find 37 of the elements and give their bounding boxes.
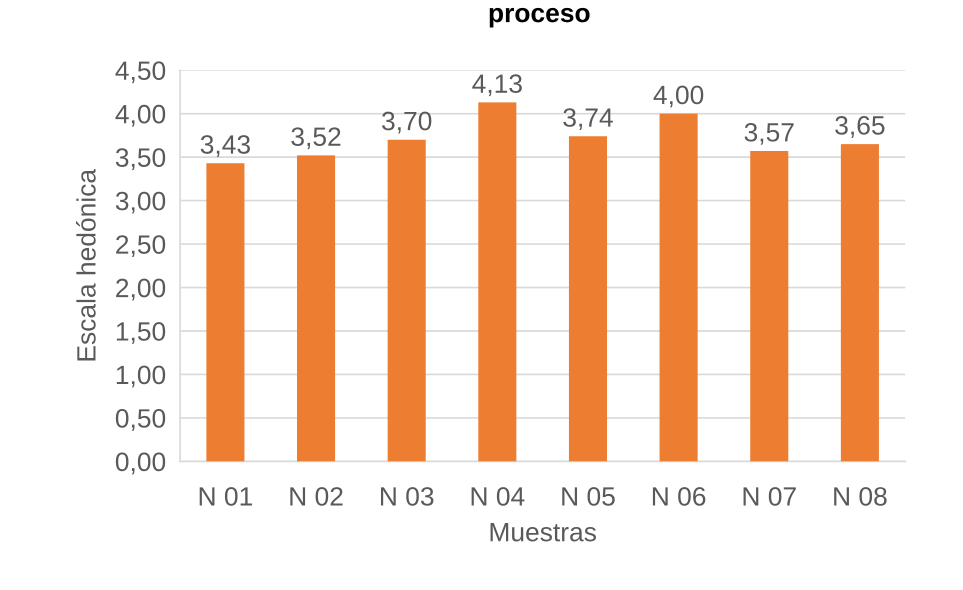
- y-tick-label: 0,00: [116, 452, 166, 474]
- y-tick-label: 2,00: [116, 278, 166, 300]
- data-label: 3,70: [382, 112, 432, 134]
- data-label: 3,57: [744, 122, 794, 145]
- data-label: 4,00: [654, 86, 704, 108]
- y-tick-label: 0,50: [116, 409, 166, 431]
- bar: [750, 151, 788, 462]
- data-label: 3,43: [200, 135, 250, 157]
- bar: [660, 114, 698, 462]
- chart-title: proceso: [490, 8, 590, 28]
- y-tick-label: 3,50: [116, 148, 166, 170]
- x-tick-label: N 03: [380, 487, 434, 506]
- x-tick-label: N 08: [834, 487, 887, 506]
- bar: [478, 102, 516, 462]
- data-label: 3,65: [835, 116, 884, 138]
- x-tick-label: N 07: [744, 487, 796, 506]
- y-tick-label: 4,50: [115, 61, 166, 84]
- x-tick-label: N 02: [290, 487, 343, 506]
- y-tick-label: 2,50: [116, 235, 166, 257]
- y-tick-label: 4,00: [115, 104, 166, 127]
- bar: [206, 163, 244, 462]
- y-axis-title: Escala hedónica: [76, 168, 96, 360]
- bar: [568, 136, 608, 462]
- x-tick-label: N 05: [562, 487, 615, 506]
- x-axis-title: Muestras: [490, 523, 596, 542]
- bar: [840, 144, 879, 462]
- bar: [297, 155, 336, 462]
- bar: [388, 140, 426, 462]
- y-tick-label: 1,00: [116, 366, 166, 388]
- data-label: 3,52: [291, 127, 340, 150]
- x-tick-label: N 01: [200, 487, 252, 506]
- y-tick-label: 1,50: [116, 322, 166, 344]
- x-tick-label: N 06: [652, 487, 706, 506]
- y-tick-label: 3,00: [116, 192, 166, 214]
- data-label: 4,13: [472, 74, 522, 96]
- data-label: 3,74: [563, 108, 613, 130]
- x-tick-label: N 04: [472, 487, 524, 506]
